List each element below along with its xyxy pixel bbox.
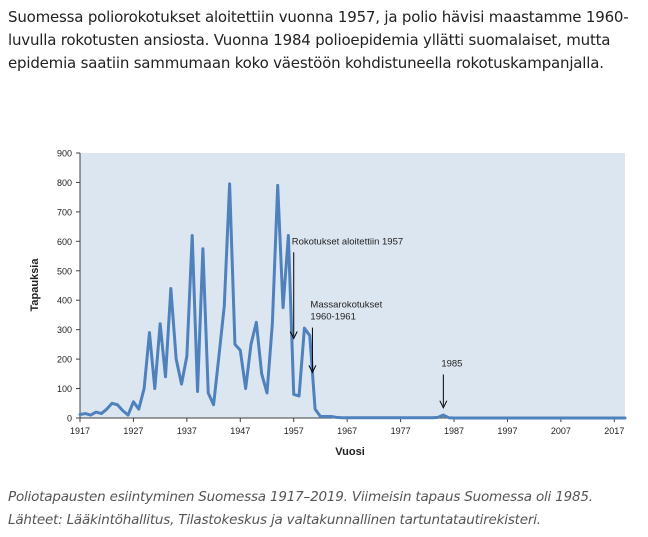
polio-cases-line-chart: 0 100 200 300 400 500 600 700 800 900 1917 1927 193…	[29, 149, 627, 458]
y-tick-label: 200	[57, 355, 72, 365]
annotation-label: Massarokotukset	[310, 300, 382, 311]
y-tick-label: 500	[57, 266, 72, 276]
annotation-arrowhead	[308, 365, 317, 374]
x-tick-label: 2017	[604, 426, 624, 436]
y-tick-label: 900	[57, 149, 72, 159]
annotation-arrowhead	[439, 400, 448, 409]
y-tick-label: 100	[57, 384, 72, 394]
x-axis-ticks: 1917 1927 1937 1947 1957 1967 1977 1987 1997 2007…	[70, 418, 624, 436]
x-tick-label: 1997	[497, 426, 517, 436]
x-tick-label: 1917	[70, 426, 90, 436]
y-tick-label: 800	[57, 178, 72, 188]
figure-caption: Poliotapausten esiintyminen Suomessa 191…	[8, 489, 593, 528]
y-tick-label: 600	[57, 237, 72, 247]
x-tick-label: 1947	[230, 426, 250, 436]
series-line-polio-cases	[78, 182, 627, 420]
annotation-label: 1960-1961	[310, 312, 355, 323]
y-axis-label: Tapauksia	[29, 258, 41, 312]
annotation-arrowhead	[289, 331, 298, 340]
x-tick-label: 1977	[391, 426, 411, 436]
chart-container: 0 100 200 300 400 500 600 700 800 900 1917 1927 193…	[0, 140, 648, 470]
x-tick-label: 1937	[177, 426, 197, 436]
y-tick-label: 400	[57, 296, 72, 306]
y-tick-label: 700	[57, 207, 72, 217]
y-axis-ticks: 0 100 200 300 400 500 600 700 800 900	[57, 149, 80, 424]
x-tick-label: 2007	[551, 426, 571, 436]
x-tick-label: 1967	[337, 426, 357, 436]
plot-area-background	[80, 153, 625, 418]
annotation-label: Rokotukset aloitettiin 1957	[292, 236, 403, 247]
intro-paragraph: Suomessa poliorokotukset aloitettiin vuo…	[8, 8, 629, 72]
y-tick-label: 0	[67, 414, 72, 424]
x-tick-label: 1927	[123, 426, 143, 436]
x-tick-label: 1957	[284, 426, 304, 436]
y-tick-label: 300	[57, 325, 72, 335]
annotation-label: 1985	[441, 358, 462, 369]
x-tick-label: 1987	[444, 426, 464, 436]
x-axis-label: Vuosi	[335, 446, 365, 458]
chart-annotations: Rokotukset aloitettiin 1957 Massarokotuks…	[289, 236, 462, 409]
